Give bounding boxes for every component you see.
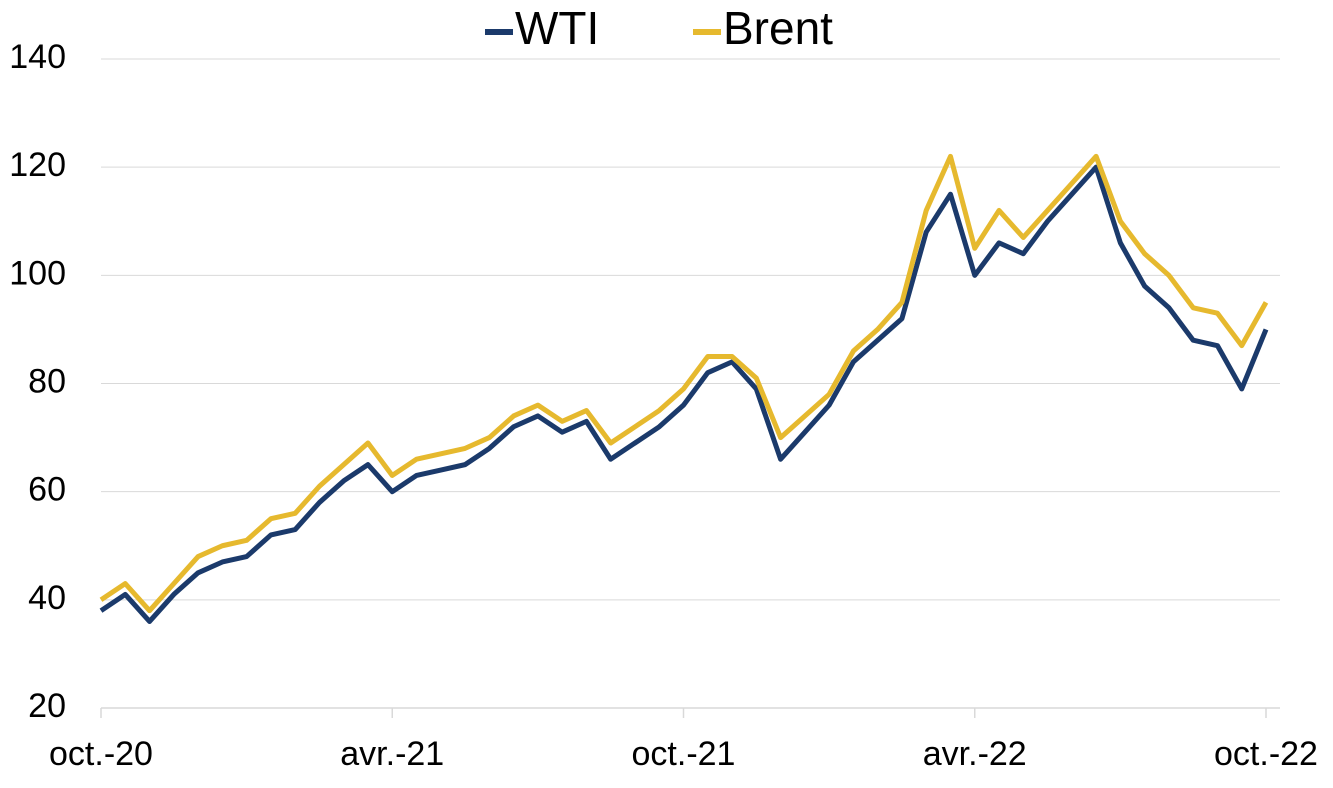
line-series — [99, 153, 1269, 614]
x-tick-label: oct.-20 — [49, 735, 153, 773]
y-tick-label: 20 — [28, 687, 66, 725]
x-tick-label: oct.-21 — [632, 735, 736, 773]
y-tick-label: 120 — [9, 146, 66, 184]
y-tick-label: 140 — [9, 38, 66, 76]
legend-label: Brent — [723, 2, 833, 54]
x-tick-label: oct.-22 — [1214, 735, 1318, 773]
legend-label: WTI — [515, 2, 599, 54]
y-tick-label: 100 — [9, 254, 66, 292]
y-tick-label: 40 — [28, 579, 66, 617]
x-tick-label: avr.-22 — [923, 735, 1027, 773]
y-tick-label: 80 — [28, 362, 66, 400]
line-series — [99, 164, 1269, 624]
x-tick-label: avr.-21 — [340, 735, 444, 773]
y-tick-label: 60 — [28, 471, 66, 509]
